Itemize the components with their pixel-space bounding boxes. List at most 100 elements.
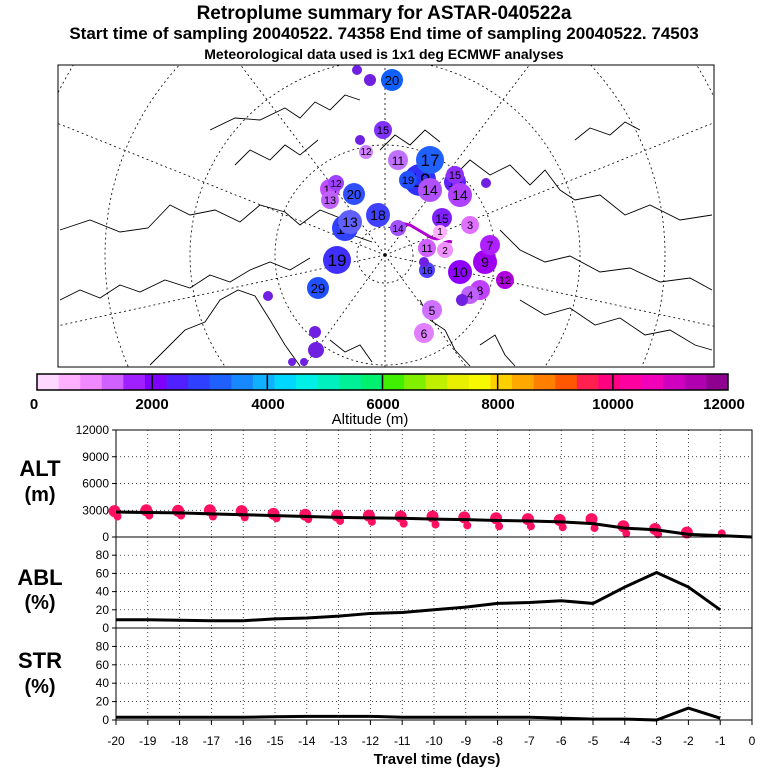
colorbar-swatch	[231, 374, 254, 390]
plume-marker-dot	[321, 191, 339, 209]
plume-marker-label: 14	[452, 187, 468, 203]
plume-marker-label: 11	[392, 154, 405, 168]
panel-frame	[115, 536, 753, 629]
x-tick-label: -19	[139, 734, 157, 748]
plume-marker-dot	[448, 183, 472, 207]
colorbar-tick-label: 0	[30, 396, 38, 413]
plume-marker-label: 20	[385, 73, 399, 88]
plume-marker: 17	[416, 146, 444, 174]
colorbar-swatch	[555, 374, 578, 390]
colorbar-axis-label: Altitude (m)	[332, 411, 409, 428]
plume-minor-dot	[309, 326, 321, 338]
plume-marker-label: 15	[435, 212, 449, 226]
plume-minor-dot	[300, 358, 308, 366]
x-tick-label: 0	[749, 734, 756, 748]
panel-titles: ALT (m) ABL (%) STR (%)	[17, 456, 62, 698]
colorbar-swatch	[360, 374, 383, 390]
met-data-note: Meteorological data used is 1x1 deg ECMW…	[204, 46, 564, 62]
colorbar-swatch	[37, 374, 59, 390]
y-tick-label: 80	[96, 639, 110, 653]
plume-marker-label: 9	[481, 254, 489, 270]
x-tick-label: -12	[362, 734, 380, 748]
plume-marker-label: 1	[437, 227, 443, 238]
plume-marker-label: 18	[370, 207, 386, 223]
colorbar-tick-label: 10000	[592, 396, 634, 413]
panel-frame	[115, 627, 753, 721]
x-tick-label: -10	[425, 734, 443, 748]
alt-point	[526, 522, 535, 531]
colorbar-swatch	[144, 374, 167, 390]
plume-marker-dot	[338, 210, 362, 234]
colorbar-tick-label: 6000	[366, 396, 399, 413]
plume-marker-dot	[323, 246, 351, 274]
colorbar-tick-label: 12000	[703, 396, 745, 413]
plume-minor-dot	[308, 342, 324, 358]
plume-marker-dot	[366, 203, 390, 227]
colorbar-swatch	[447, 374, 470, 390]
plume-marker: 1	[433, 225, 447, 239]
y-tick-label: 60	[96, 566, 110, 580]
plume-marker-label: 6	[421, 327, 428, 341]
x-tick-label: -4	[619, 734, 630, 748]
colorbar-labels: 0 2000 4000 6000 8000 10000 12000 Altitu…	[30, 396, 745, 428]
colorbar-swatch	[576, 374, 599, 390]
colorbar-swatch	[80, 374, 103, 390]
plume-minor-dot	[352, 65, 362, 75]
plume-marker-dot	[480, 235, 500, 255]
sampling-times: Start time of sampling 20040522. 74358 E…	[69, 24, 699, 43]
x-tick-label: -3	[651, 734, 662, 748]
y-tick-label: 40	[96, 585, 110, 599]
plume-marker-dot	[437, 242, 453, 258]
colorbar-swatch	[209, 374, 232, 390]
alt-point	[558, 523, 567, 532]
plume-marker-dot	[390, 220, 406, 236]
alt-point	[490, 512, 503, 525]
plume-marker: 19	[323, 246, 351, 274]
y-tick-label: 9000	[82, 450, 109, 464]
plume-marker-dot	[381, 69, 403, 91]
plume-marker-label: 20	[347, 187, 361, 202]
y-tick-label: 12000	[76, 423, 110, 437]
colorbar-swatch	[684, 374, 707, 390]
plume-marker: 15	[446, 166, 464, 184]
str-unit: (%)	[24, 676, 55, 698]
plume-marker-dot	[473, 250, 497, 274]
plume-marker: 5	[422, 300, 442, 320]
x-tick-label: -17	[203, 734, 221, 748]
alt-mean-line	[115, 510, 753, 539]
plume-marker-label: 15	[377, 125, 389, 137]
plume-marker-label: 14	[422, 182, 438, 198]
plume-marker: 14	[418, 178, 442, 202]
colorbar-swatch	[166, 374, 189, 390]
plume-marker-label: 14	[392, 224, 404, 235]
plume-marker-label: 5	[429, 304, 436, 318]
plume-marker-label: 10	[452, 264, 468, 280]
y-tick-label: 60	[96, 658, 110, 672]
x-tick-label: -18	[171, 734, 189, 748]
plume-marker-dot	[448, 260, 472, 284]
plume-marker: 15	[374, 121, 392, 139]
plume-marker: 12	[359, 145, 373, 159]
colorbar-swatch	[468, 374, 491, 390]
plume-marker-label: 19	[328, 251, 347, 270]
abl-unit: (%)	[24, 592, 55, 614]
plume-marker-label: 13	[324, 195, 336, 207]
panel-1: 0 20 40 60 80	[96, 536, 753, 635]
plume-marker: 11	[418, 239, 436, 257]
x-tick-label: -9	[460, 734, 471, 748]
release-marker	[429, 230, 471, 246]
alt-point	[495, 522, 504, 531]
plume-marker: 12	[328, 175, 344, 191]
plume-markers: 2019181716151413121110987654321201917131…	[263, 65, 514, 366]
abl-title: ABL	[17, 565, 62, 590]
abl-line	[116, 570, 722, 623]
x-tick-label: -15	[266, 734, 284, 748]
colorbar-swatch	[382, 374, 405, 390]
x-tick-label: -11	[394, 734, 411, 748]
plume-marker: 13	[321, 191, 339, 209]
plume-marker: 10	[448, 260, 472, 284]
plume-marker: 13	[338, 210, 362, 234]
plume-marker-dot	[414, 323, 434, 343]
plume-marker: 15	[432, 208, 452, 228]
colorbar-swatch	[533, 374, 556, 390]
